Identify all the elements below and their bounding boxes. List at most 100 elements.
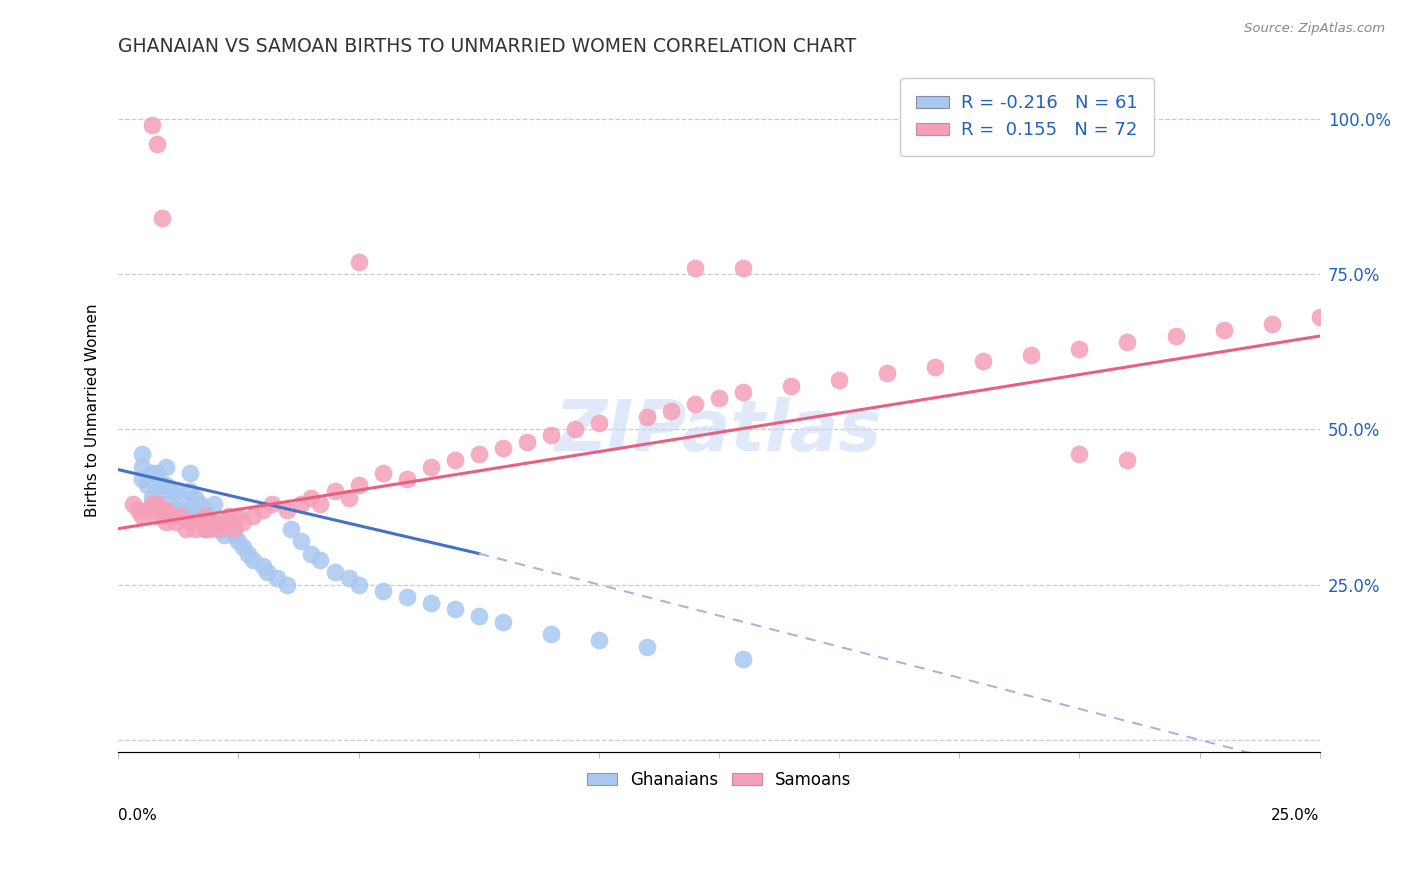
Point — [212, 528, 235, 542]
Point — [194, 509, 217, 524]
Point — [204, 516, 226, 530]
Point — [924, 360, 946, 375]
Point — [188, 497, 211, 511]
Text: ZIPatlas: ZIPatlas — [555, 397, 883, 466]
Point — [236, 547, 259, 561]
Point — [828, 373, 851, 387]
Point — [121, 497, 143, 511]
Point — [188, 516, 211, 530]
Point — [146, 136, 169, 151]
Point — [170, 509, 193, 524]
Point — [309, 497, 332, 511]
Point — [188, 516, 211, 530]
Point — [309, 552, 332, 566]
Point — [468, 447, 491, 461]
Point — [516, 434, 538, 449]
Point — [1021, 348, 1043, 362]
Point — [146, 509, 169, 524]
Point — [136, 478, 159, 492]
Point — [540, 627, 562, 641]
Point — [492, 615, 515, 629]
Point — [194, 522, 217, 536]
Point — [299, 547, 322, 561]
Point — [468, 608, 491, 623]
Point — [636, 409, 658, 424]
Point — [198, 516, 221, 530]
Point — [155, 459, 177, 474]
Point — [266, 571, 288, 585]
Point — [323, 565, 346, 579]
Point — [179, 484, 201, 499]
Point — [160, 503, 183, 517]
Point — [683, 260, 706, 275]
Point — [179, 503, 201, 517]
Point — [540, 428, 562, 442]
Point — [256, 565, 278, 579]
Legend: Ghanaians, Samoans: Ghanaians, Samoans — [581, 764, 858, 795]
Point — [228, 509, 250, 524]
Point — [683, 397, 706, 411]
Point — [165, 503, 187, 517]
Point — [731, 260, 754, 275]
Point — [146, 503, 169, 517]
Point — [731, 384, 754, 399]
Point — [337, 491, 360, 505]
Point — [299, 491, 322, 505]
Y-axis label: Births to Unmarried Women: Births to Unmarried Women — [86, 304, 100, 517]
Point — [262, 497, 284, 511]
Point — [232, 516, 254, 530]
Point — [155, 516, 177, 530]
Point — [232, 541, 254, 555]
Point — [290, 497, 312, 511]
Point — [194, 503, 217, 517]
Point — [198, 522, 221, 536]
Point — [242, 552, 264, 566]
Point — [146, 484, 169, 499]
Point — [659, 403, 682, 417]
Text: 25.0%: 25.0% — [1271, 808, 1320, 823]
Point — [208, 522, 231, 536]
Point — [165, 516, 187, 530]
Point — [876, 367, 898, 381]
Point — [780, 378, 803, 392]
Point — [492, 441, 515, 455]
Point — [131, 472, 153, 486]
Point — [371, 466, 394, 480]
Point — [155, 497, 177, 511]
Point — [252, 558, 274, 573]
Point — [731, 652, 754, 666]
Point — [131, 509, 153, 524]
Point — [337, 571, 360, 585]
Point — [1069, 342, 1091, 356]
Point — [443, 453, 465, 467]
Point — [1116, 453, 1139, 467]
Point — [218, 509, 240, 524]
Point — [212, 516, 235, 530]
Text: GHANAIAN VS SAMOAN BIRTHS TO UNMARRIED WOMEN CORRELATION CHART: GHANAIAN VS SAMOAN BIRTHS TO UNMARRIED W… — [118, 37, 856, 56]
Point — [228, 534, 250, 549]
Point — [222, 522, 245, 536]
Point — [323, 484, 346, 499]
Point — [204, 516, 226, 530]
Point — [160, 509, 183, 524]
Point — [371, 583, 394, 598]
Point — [347, 254, 370, 268]
Point — [146, 497, 169, 511]
Point — [184, 522, 207, 536]
Point — [184, 491, 207, 505]
Text: 0.0%: 0.0% — [118, 808, 157, 823]
Point — [218, 516, 240, 530]
Point — [146, 466, 169, 480]
Point — [1212, 323, 1234, 337]
Point — [1260, 317, 1282, 331]
Point — [174, 522, 197, 536]
Point — [179, 516, 201, 530]
Point — [1069, 447, 1091, 461]
Point — [252, 503, 274, 517]
Point — [395, 472, 418, 486]
Point — [204, 497, 226, 511]
Point — [707, 391, 730, 405]
Point — [170, 491, 193, 505]
Point — [636, 640, 658, 654]
Point — [165, 484, 187, 499]
